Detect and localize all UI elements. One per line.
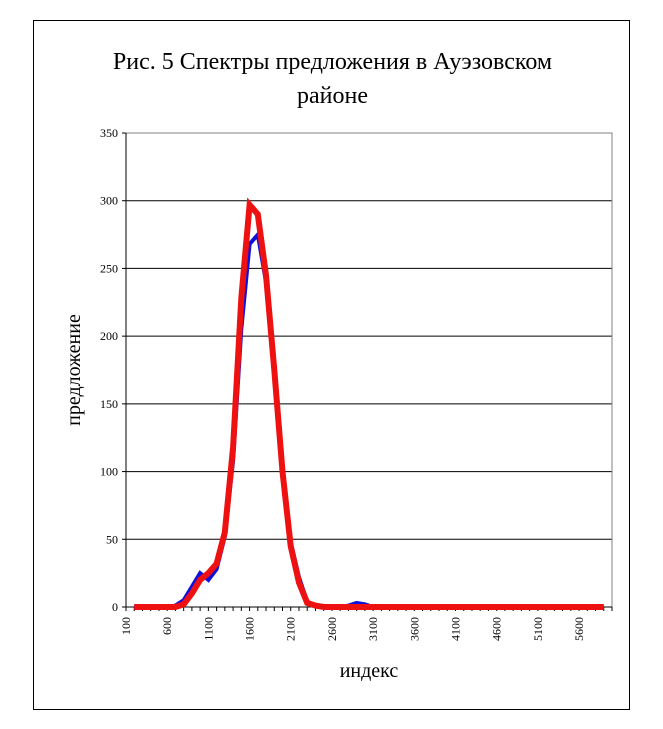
grid-lines (126, 132, 612, 540)
x-tick-label: 3100 (366, 617, 380, 641)
y-axis-title: предложение (63, 314, 85, 426)
y-tick-label: 350 (100, 126, 118, 140)
series-line-2 (134, 197, 604, 610)
chart-frame: Рис. 5 Спектры предложения в Ауэзовском … (33, 20, 630, 710)
x-axis-title: индекс (340, 660, 399, 682)
series-line-1 (134, 230, 604, 609)
chart-title: Рис. 5 Спектры предложения в Ауэзовском … (34, 45, 631, 113)
plot-area-border (125, 132, 613, 608)
series-lines (134, 197, 604, 610)
chart-title-line-2: районе (297, 83, 368, 109)
x-tick-label: 1100 (201, 617, 215, 641)
x-tick-label: 2600 (325, 617, 339, 641)
y-tick-label: 50 (106, 532, 118, 546)
x-tick-label: 4100 (448, 617, 462, 641)
y-tick-label: 0 (112, 600, 118, 614)
x-tick-label: 1600 (243, 617, 257, 641)
x-tick-label: 100 (119, 617, 133, 635)
x-tick-label: 600 (160, 617, 174, 635)
x-tick-label: 5100 (531, 617, 545, 641)
x-tick-label: 5600 (572, 617, 586, 641)
y-tick-label: 300 (100, 194, 118, 208)
x-tick-label: 3600 (407, 617, 421, 641)
x-tick-label: 2100 (284, 617, 298, 641)
axis-labels: 0 50 100 150 200 250 300 350 100 600 1100 1600 2100 2… (63, 126, 586, 682)
y-tick-label: 250 (100, 261, 118, 275)
y-tick-label: 200 (100, 329, 118, 343)
y-tick-label: 100 (100, 465, 118, 479)
y-tick-label: 150 (100, 397, 118, 411)
x-tick-label: 4600 (490, 617, 504, 641)
chart-title-line-1: Рис. 5 Спектры предложения в Ауэзовском (112, 49, 553, 75)
